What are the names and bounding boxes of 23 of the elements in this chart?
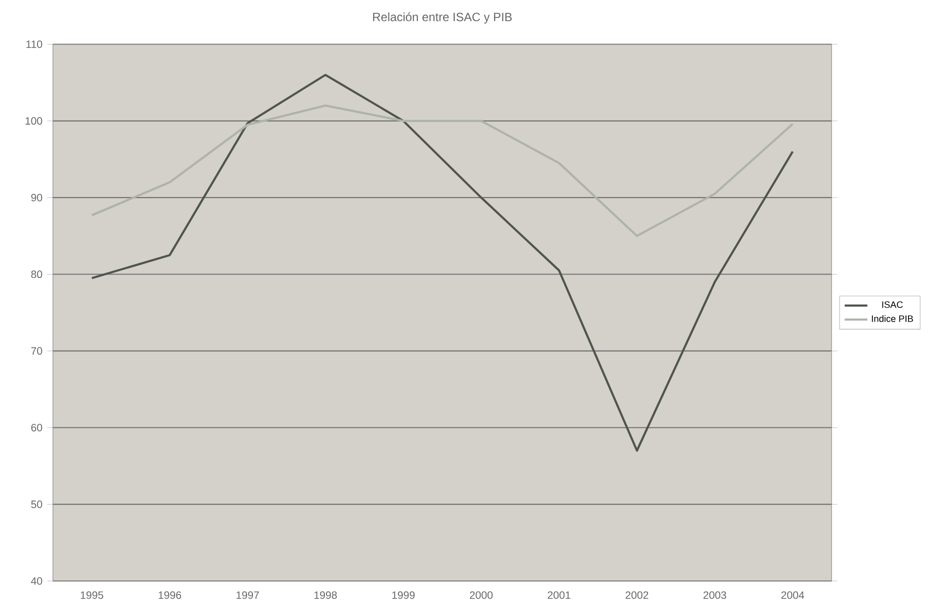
chart-title: Relación entre ISAC y PIB: [373, 12, 512, 24]
x-tick-label: 2002: [626, 591, 648, 599]
y-tick-label: 50: [31, 500, 42, 508]
line-series: [90, 74, 794, 452]
y-tick-label: 60: [31, 424, 42, 432]
x-tick-label: 1995: [80, 591, 104, 599]
legend-label: ISAC: [882, 301, 903, 308]
x-tick-label: 2004: [781, 591, 804, 599]
y-tick-label: 40: [30, 577, 42, 585]
x-tick-label: 2001: [548, 591, 570, 599]
x-tick-label: 1998: [314, 591, 337, 599]
y-tick-label: 100: [26, 117, 42, 125]
y-tick-label: 80: [31, 270, 42, 278]
line-series: [90, 104, 794, 237]
y-tick-label: 70: [31, 347, 42, 355]
legend-label: Indice PIB: [872, 315, 913, 322]
x-tick-label: 2000: [470, 591, 493, 599]
x-tick-label: 2003: [704, 591, 726, 599]
y-tick-label: 110: [26, 40, 42, 48]
x-tick-label: 1996: [158, 591, 182, 599]
x-tick-label: 1999: [392, 591, 415, 599]
x-tick-label: 1997: [236, 591, 259, 599]
y-tick-label: 90: [31, 194, 42, 202]
